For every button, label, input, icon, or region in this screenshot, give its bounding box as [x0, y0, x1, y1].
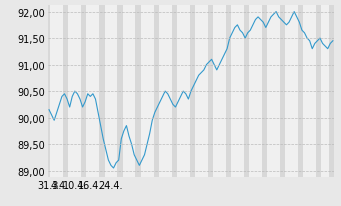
Bar: [316, 6, 321, 177]
Bar: [135, 6, 140, 177]
Bar: [172, 6, 177, 177]
Bar: [226, 6, 231, 177]
Bar: [208, 6, 213, 177]
Bar: [244, 6, 249, 177]
Bar: [81, 6, 87, 177]
Bar: [48, 6, 50, 177]
Bar: [99, 6, 104, 177]
Bar: [153, 6, 159, 177]
Bar: [190, 6, 195, 177]
Bar: [117, 6, 122, 177]
Bar: [280, 6, 285, 177]
Bar: [298, 6, 303, 177]
Bar: [329, 6, 334, 177]
Bar: [262, 6, 267, 177]
Bar: [63, 6, 69, 177]
